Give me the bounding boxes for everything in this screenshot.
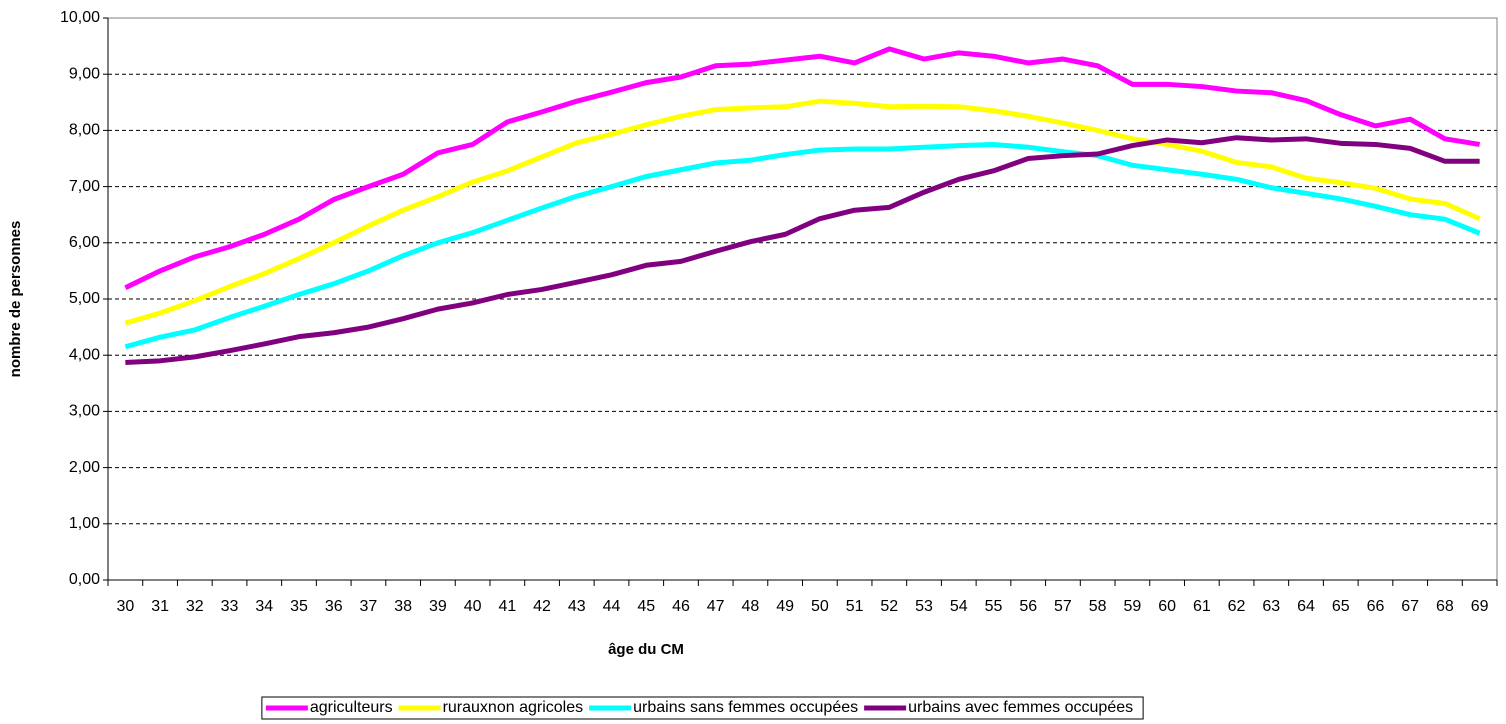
- y-tick-label: 9,00: [69, 65, 100, 82]
- legend-label: urbains sans femmes occupées: [633, 699, 858, 716]
- y-tick-label: 8,00: [69, 122, 100, 139]
- series-line: [124, 46, 1481, 291]
- x-tick-label: 53: [915, 598, 933, 615]
- x-tick-label: 45: [637, 598, 655, 615]
- y-tick-label: 7,00: [69, 178, 100, 195]
- y-tick-label: 2,00: [69, 459, 100, 476]
- x-tick-label: 41: [498, 598, 516, 615]
- x-tick-label: 44: [603, 598, 621, 615]
- x-tick-label: 55: [985, 598, 1003, 615]
- x-tick-label: 40: [464, 598, 482, 615]
- x-tick-label: 52: [880, 598, 898, 615]
- x-tick-label: 42: [533, 598, 551, 615]
- series-line: [124, 98, 1481, 326]
- x-tick-label: 47: [707, 598, 725, 615]
- series-line: [124, 141, 1481, 350]
- y-tick-label: 4,00: [69, 346, 100, 363]
- x-tick-label: 60: [1158, 598, 1176, 615]
- x-tick-label: 49: [776, 598, 794, 615]
- x-tick-label: 64: [1297, 598, 1315, 615]
- x-tick-label: 67: [1401, 598, 1419, 615]
- x-tick-label: 34: [255, 598, 273, 615]
- x-tick-label: 69: [1471, 598, 1489, 615]
- x-tick-label: 48: [742, 598, 760, 615]
- x-tick-label: 65: [1332, 598, 1350, 615]
- x-tick-label: 46: [672, 598, 690, 615]
- x-tick-label: 50: [811, 598, 829, 615]
- legend-label: rurauxnon agricoles: [443, 699, 584, 716]
- y-tick-label: 3,00: [69, 403, 100, 420]
- x-tick-label: 33: [221, 598, 239, 615]
- y-tick-label: 10,00: [60, 9, 100, 26]
- x-tick-label: 57: [1054, 598, 1072, 615]
- x-tick-label: 63: [1262, 598, 1280, 615]
- x-tick-label: 59: [1123, 598, 1141, 615]
- x-tick-label: 51: [846, 598, 864, 615]
- x-tick-label: 56: [1019, 598, 1037, 615]
- x-tick-label: 39: [429, 598, 447, 615]
- y-tick-label: 6,00: [69, 234, 100, 251]
- x-tick-label: 62: [1228, 598, 1246, 615]
- x-tick-label: 68: [1436, 598, 1454, 615]
- legend-label: urbains avec femmes occupées: [908, 699, 1133, 716]
- y-tick-label: 5,00: [69, 290, 100, 307]
- x-tick-label: 58: [1089, 598, 1107, 615]
- x-tick-label: 30: [116, 598, 134, 615]
- x-tick-label: 38: [394, 598, 412, 615]
- y-tick-label: 0,00: [69, 571, 100, 588]
- legend-label: agriculteurs: [310, 699, 393, 716]
- y-axis-label: nombre de personnes: [7, 221, 24, 378]
- x-tick-label: 54: [950, 598, 968, 615]
- x-tick-label: 43: [568, 598, 586, 615]
- x-axis-label: âge du CM: [608, 641, 684, 658]
- x-tick-label: 66: [1367, 598, 1385, 615]
- x-tick-label: 31: [151, 598, 169, 615]
- y-tick-label: 1,00: [69, 515, 100, 532]
- series-line: [125, 135, 1480, 366]
- x-tick-label: 37: [360, 598, 378, 615]
- x-tick-label: 61: [1193, 598, 1211, 615]
- legend: [261, 696, 1144, 720]
- x-tick-label: 32: [186, 598, 204, 615]
- x-tick-label: 35: [290, 598, 308, 615]
- x-tick-label: 36: [325, 598, 343, 615]
